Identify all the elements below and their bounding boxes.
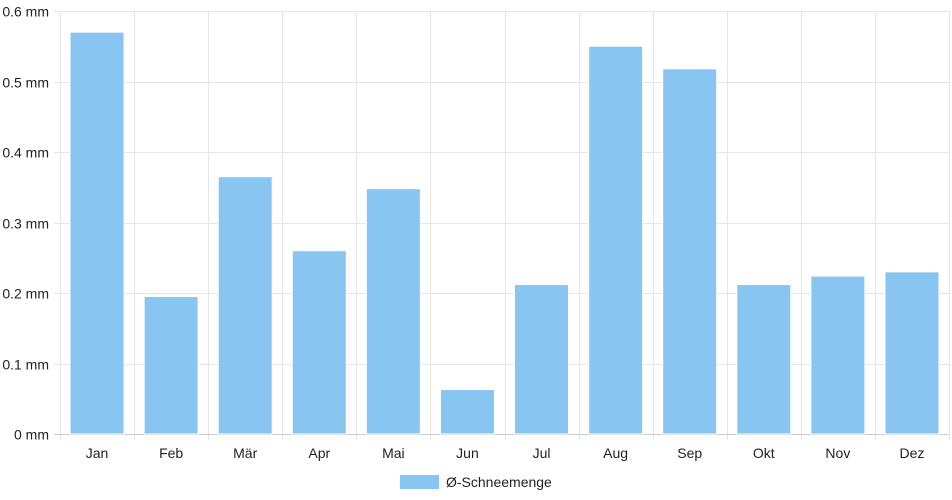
bar-Feb[interactable] (143, 296, 199, 435)
x-axis: Jan Feb Mär Apr Mai Jun Jul Aug Sep Okt Nov Dez (86, 445, 925, 461)
x-tick-label: Okt (753, 445, 775, 461)
x-tick-label: Nov (825, 445, 850, 461)
bar-Aug[interactable] (588, 45, 644, 435)
legend[interactable]: Ø-Schneemenge (400, 474, 552, 490)
bar-Sep[interactable] (662, 68, 718, 435)
x-tick-label: Feb (159, 445, 183, 461)
bar-Jan[interactable] (69, 31, 125, 435)
legend-swatch (400, 475, 439, 489)
x-tick-label: Jun (456, 445, 479, 461)
bar-Jun[interactable] (439, 389, 495, 435)
x-tick-label: Sep (677, 445, 702, 461)
y-tick-label: 0.6 mm (2, 4, 49, 20)
bar-Mär[interactable] (217, 176, 273, 435)
bar-Apr[interactable] (291, 250, 347, 435)
bar-layer (69, 31, 940, 435)
bar-Jul[interactable] (514, 284, 570, 435)
x-tick-label: Mär (233, 445, 257, 461)
y-tick-label: 0 mm (14, 427, 49, 443)
bar-Mai[interactable] (365, 188, 421, 435)
x-tick-label: Aug (603, 445, 628, 461)
y-tick-label: 0.2 mm (2, 286, 49, 302)
y-tick-label: 0.3 mm (2, 216, 49, 232)
x-tick-label: Apr (308, 445, 330, 461)
x-tick-label: Dez (900, 445, 925, 461)
y-tick-label: 0.4 mm (2, 145, 49, 161)
y-tick-label: 0.5 mm (2, 75, 49, 91)
y-tick-label: 0.1 mm (2, 357, 49, 373)
bar-Nov[interactable] (810, 275, 866, 435)
bar-Dez[interactable] (884, 271, 940, 435)
grid-layer (54, 11, 950, 440)
y-axis: 0 mm 0.1 mm 0.2 mm 0.3 mm 0.4 mm 0.5 mm 0.6 mm (2, 4, 49, 443)
legend-label: Ø-Schneemenge (446, 474, 552, 490)
x-tick-label: Jan (86, 445, 109, 461)
x-tick-label: Mai (382, 445, 405, 461)
bar-Okt[interactable] (736, 284, 792, 435)
x-tick-label: Jul (533, 445, 551, 461)
